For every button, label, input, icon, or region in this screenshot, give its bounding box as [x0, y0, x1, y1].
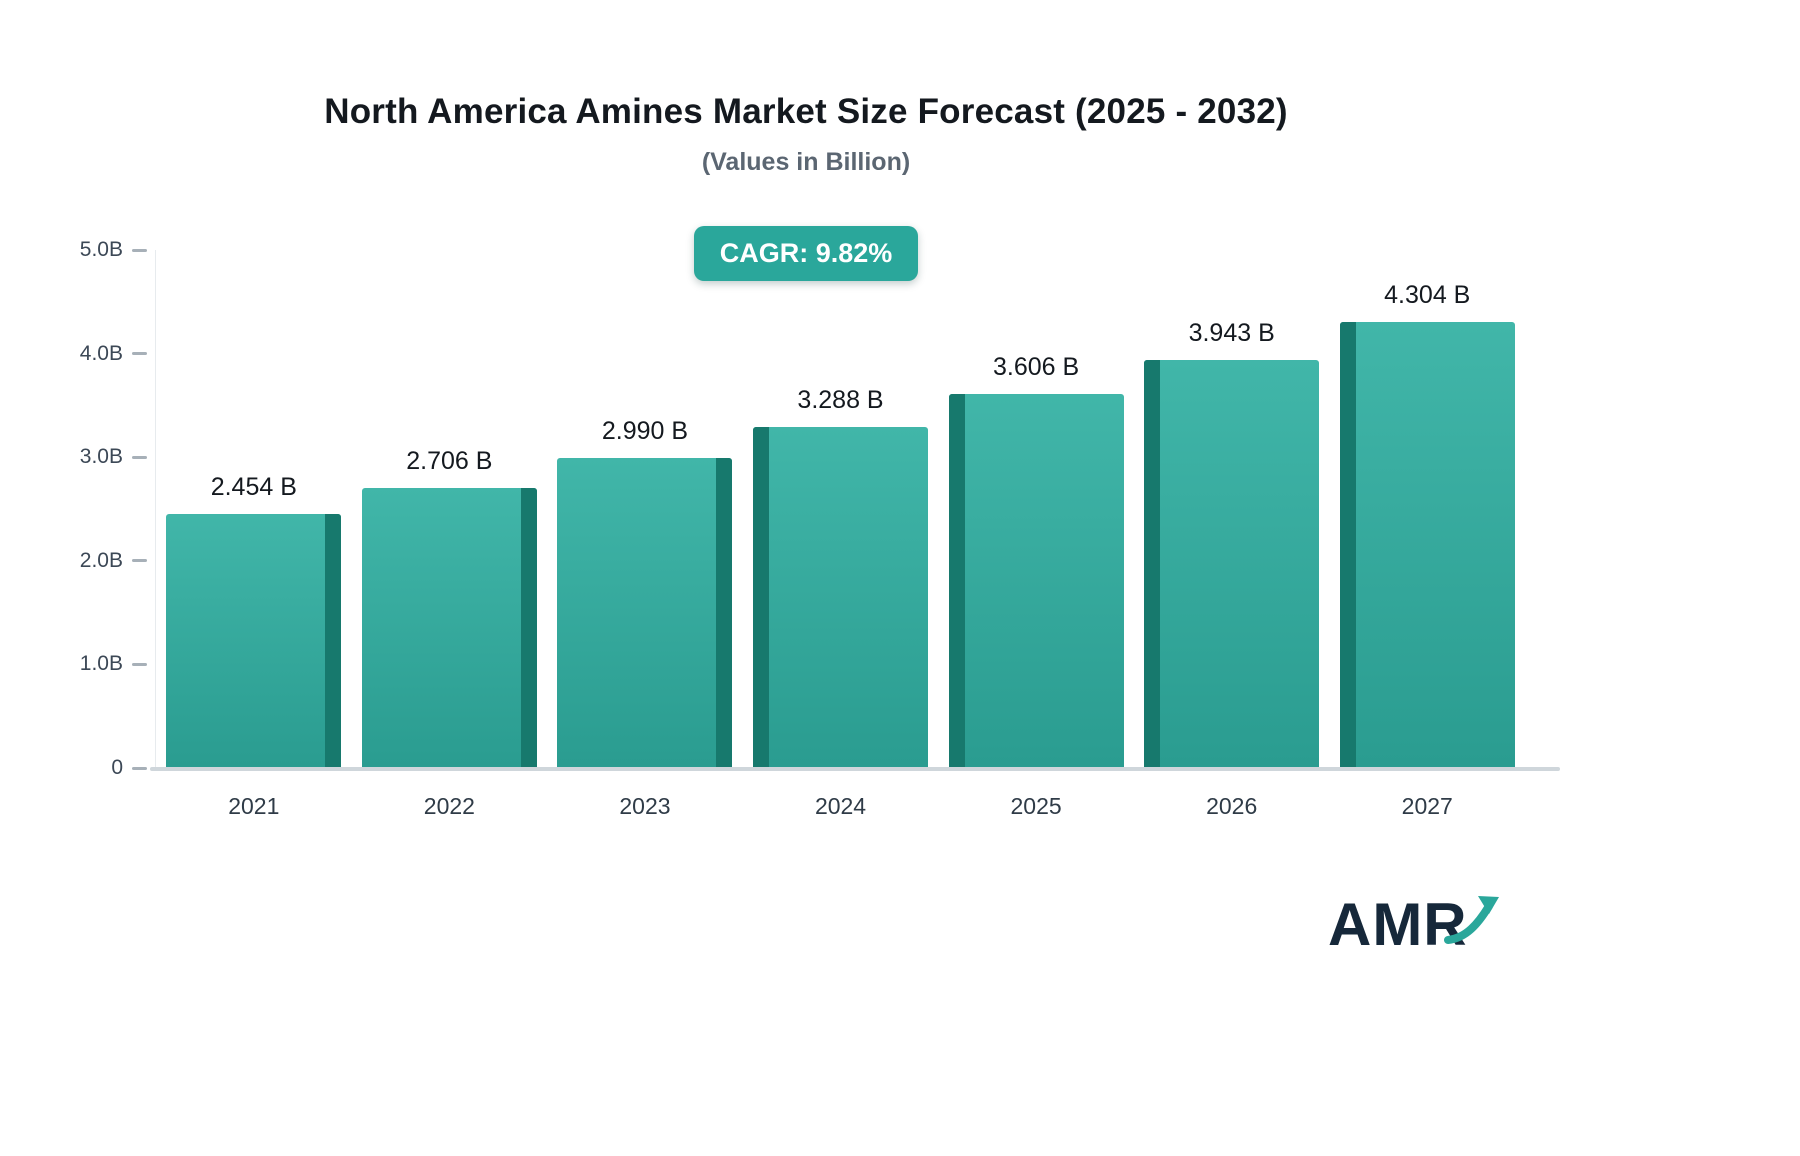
bar-shade	[753, 427, 770, 768]
bar	[948, 394, 1124, 768]
x-tick-label: 2024	[814, 793, 867, 819]
y-tick-mark	[132, 662, 147, 666]
bar-column: 3.288 B 2024	[743, 250, 939, 819]
x-tick-label: 2027	[1401, 793, 1453, 819]
x-axis-line	[150, 767, 1560, 771]
bar-value-label: 2.706 B	[406, 447, 493, 475]
y-tick: 2.0B	[79, 548, 147, 572]
y-tick-mark	[132, 248, 147, 252]
bar	[753, 427, 929, 768]
amr-logo-arrow-icon	[1443, 895, 1499, 944]
bar	[166, 514, 342, 768]
bar-shade	[325, 514, 342, 768]
x-tick-label: 2021	[228, 793, 280, 819]
bar-value-label: 3.943 B	[1188, 319, 1275, 347]
y-tick: 3.0B	[79, 445, 147, 469]
bar-shade	[520, 488, 537, 768]
bar-shade	[1144, 360, 1161, 768]
y-tick-mark	[132, 455, 147, 459]
y-tick: 5.0B	[79, 238, 147, 261]
bar-shade	[948, 394, 965, 768]
bar-column: 3.606 B 2025	[938, 250, 1134, 819]
chart-title: North America Amines Market Size Forecas…	[324, 92, 1288, 131]
cagr-badge: CAGR: 9.82%	[693, 226, 919, 281]
y-tick: 4.0B	[79, 341, 147, 365]
y-tick-label: 4.0B	[79, 341, 123, 365]
y-tick: 1.0B	[79, 652, 147, 676]
bar	[557, 458, 733, 768]
cagr-badge-row: CAGR: 9.82%	[0, 226, 1612, 281]
bar	[1144, 360, 1320, 768]
x-tick-label: 2022	[423, 793, 475, 819]
y-tick-label: 5.0B	[79, 238, 123, 261]
bar	[361, 488, 537, 768]
y-tick-label: 1.0B	[79, 652, 123, 676]
x-tick-label: 2025	[1010, 793, 1062, 819]
bar-column: 2.990 B 2023	[547, 250, 743, 819]
bar-shade	[1339, 322, 1356, 768]
bar-value-label: 4.304 B	[1384, 281, 1471, 309]
bar-column: 2.454 B 2021	[156, 250, 352, 819]
bar-shade	[716, 458, 733, 768]
bar-value-label: 2.454 B	[210, 473, 297, 501]
y-tick-mark	[132, 559, 147, 563]
chart-subtitle: (Values in Billion)	[701, 148, 911, 176]
bar-value-label: 2.990 B	[601, 417, 689, 445]
amr-logo: AMR	[1328, 890, 1500, 959]
y-tick: 0	[111, 756, 147, 779]
bars-container: 2.454 B 2021 2.706 B 2022 2.990 B 2023 3.288 B…	[155, 250, 1525, 819]
y-tick-mark	[132, 352, 147, 356]
x-tick-label: 2023	[619, 793, 671, 819]
y-tick-label: 2.0B	[79, 548, 123, 572]
bar-value-label: 3.288 B	[797, 386, 884, 414]
bar	[1339, 322, 1515, 768]
y-tick-label: 0	[111, 756, 123, 779]
bar-column: 3.943 B 2026	[1134, 250, 1330, 819]
plot-area: 0 1.0B 2.0B 3.0B 4.0B 5.0B 2.454 B 2021 2.706 B…	[55, 238, 1560, 819]
bar-value-label: 3.606 B	[993, 353, 1080, 381]
amr-logo-text: AMR	[1328, 891, 1468, 958]
bar-column: 4.304 B 2027	[1329, 250, 1525, 819]
y-axis: 0 1.0B 2.0B 3.0B 4.0B 5.0B	[55, 238, 147, 779]
y-tick-mark	[132, 766, 147, 770]
bar-column: 2.706 B 2022	[352, 250, 548, 819]
y-tick-label: 3.0B	[79, 445, 123, 469]
x-tick-label: 2026	[1206, 793, 1258, 819]
